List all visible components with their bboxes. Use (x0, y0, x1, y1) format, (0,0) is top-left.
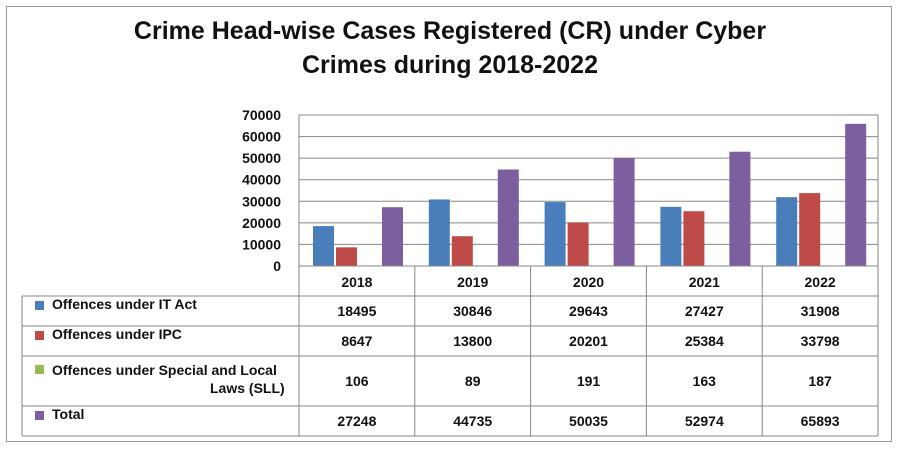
bar-offences-under-ipc-2018 (336, 247, 357, 266)
legend-key-offences-under-special-and-local-laws-sll- (35, 365, 44, 374)
legend-label-offences-under-special-and-local-laws-sll--line-2: Laws (SLL) (210, 380, 285, 396)
data-label-total-2020: 50035 (569, 413, 608, 429)
data-label-offences-under-special-and-local-laws-sll--2019: 89 (465, 373, 481, 389)
bar-offences-under-it-act-2018 (313, 226, 334, 266)
data-label-offences-under-ipc-2020: 20201 (569, 333, 608, 349)
y-tick-label: 40000 (242, 172, 281, 188)
bar-total-2019 (497, 169, 519, 266)
bar-total-2018 (382, 207, 403, 266)
y-tick-label: 30000 (242, 193, 281, 209)
data-label-offences-under-ipc-2021: 25384 (685, 333, 724, 349)
data-label-offences-under-it-act-2019: 30846 (453, 303, 492, 319)
bar-total-2020 (613, 158, 635, 266)
data-label-offences-under-special-and-local-laws-sll--2021: 163 (693, 373, 717, 389)
chart-title-line-1: Crime Head-wise Cases Registered (CR) un… (133, 17, 767, 45)
data-label-offences-under-it-act-2020: 29643 (569, 303, 608, 319)
data-label-offences-under-it-act-2022: 31908 (801, 303, 840, 319)
bar-offences-under-it-act-2021 (660, 206, 682, 266)
bar-offences-under-it-act-2020 (544, 202, 566, 266)
y-tick-label: 50000 (242, 150, 281, 166)
legend-label-offences-under-special-and-local-laws-sll--line-1: Offences under Special and Local (52, 362, 277, 378)
data-label-total-2019: 44735 (453, 413, 492, 429)
data-label-offences-under-it-act-2018: 18495 (337, 303, 376, 319)
legend-key-total (35, 411, 44, 420)
bar-offences-under-it-act-2022 (776, 197, 798, 266)
data-label-offences-under-ipc-2022: 33798 (801, 333, 840, 349)
y-tick-label: 20000 (242, 215, 281, 231)
data-label-offences-under-special-and-local-laws-sll--2022: 187 (808, 373, 832, 389)
category-label-2021: 2021 (689, 274, 720, 290)
category-label-2018: 2018 (341, 274, 372, 290)
data-label-total-2018: 27248 (337, 413, 376, 429)
data-label-offences-under-ipc-2018: 8647 (341, 333, 372, 349)
data-label-total-2021: 52974 (685, 413, 724, 429)
y-tick-label: 70000 (242, 107, 281, 123)
legend-label-offences-under-ipc: Offences under IPC (52, 326, 182, 342)
legend-key-offences-under-ipc (35, 331, 44, 340)
chart-title: Crime Head-wise Cases Registered (CR) un… (0, 14, 900, 82)
bar-offences-under-ipc-2022 (799, 193, 821, 266)
y-tick-label: 10000 (242, 236, 281, 252)
y-tick-label: 60000 (242, 129, 281, 145)
bar-offences-under-ipc-2019 (451, 236, 473, 266)
bar-total-2021 (729, 151, 751, 266)
category-label-2020: 2020 (573, 274, 604, 290)
bar-offences-under-ipc-2021 (683, 211, 705, 266)
chart-title-line-2: Crimes during 2018-2022 (302, 51, 598, 79)
y-tick-label: 0 (273, 258, 281, 274)
data-label-offences-under-special-and-local-laws-sll--2020: 191 (577, 373, 601, 389)
data-label-offences-under-special-and-local-laws-sll--2018: 106 (345, 373, 369, 389)
legend-label-total: Total (52, 406, 84, 422)
bar-offences-under-ipc-2020 (567, 222, 589, 266)
legend-key-offences-under-it-act (35, 301, 44, 310)
data-label-total-2022: 65893 (801, 413, 840, 429)
bar-total-2022 (845, 123, 867, 267)
bar-offences-under-it-act-2019 (428, 199, 450, 266)
category-label-2019: 2019 (457, 274, 488, 290)
data-label-offences-under-ipc-2019: 13800 (453, 333, 492, 349)
legend-label-offences-under-it-act: Offences under IT Act (52, 296, 197, 312)
data-label-offences-under-it-act-2021: 27427 (685, 303, 724, 319)
category-label-2022: 2022 (805, 274, 836, 290)
